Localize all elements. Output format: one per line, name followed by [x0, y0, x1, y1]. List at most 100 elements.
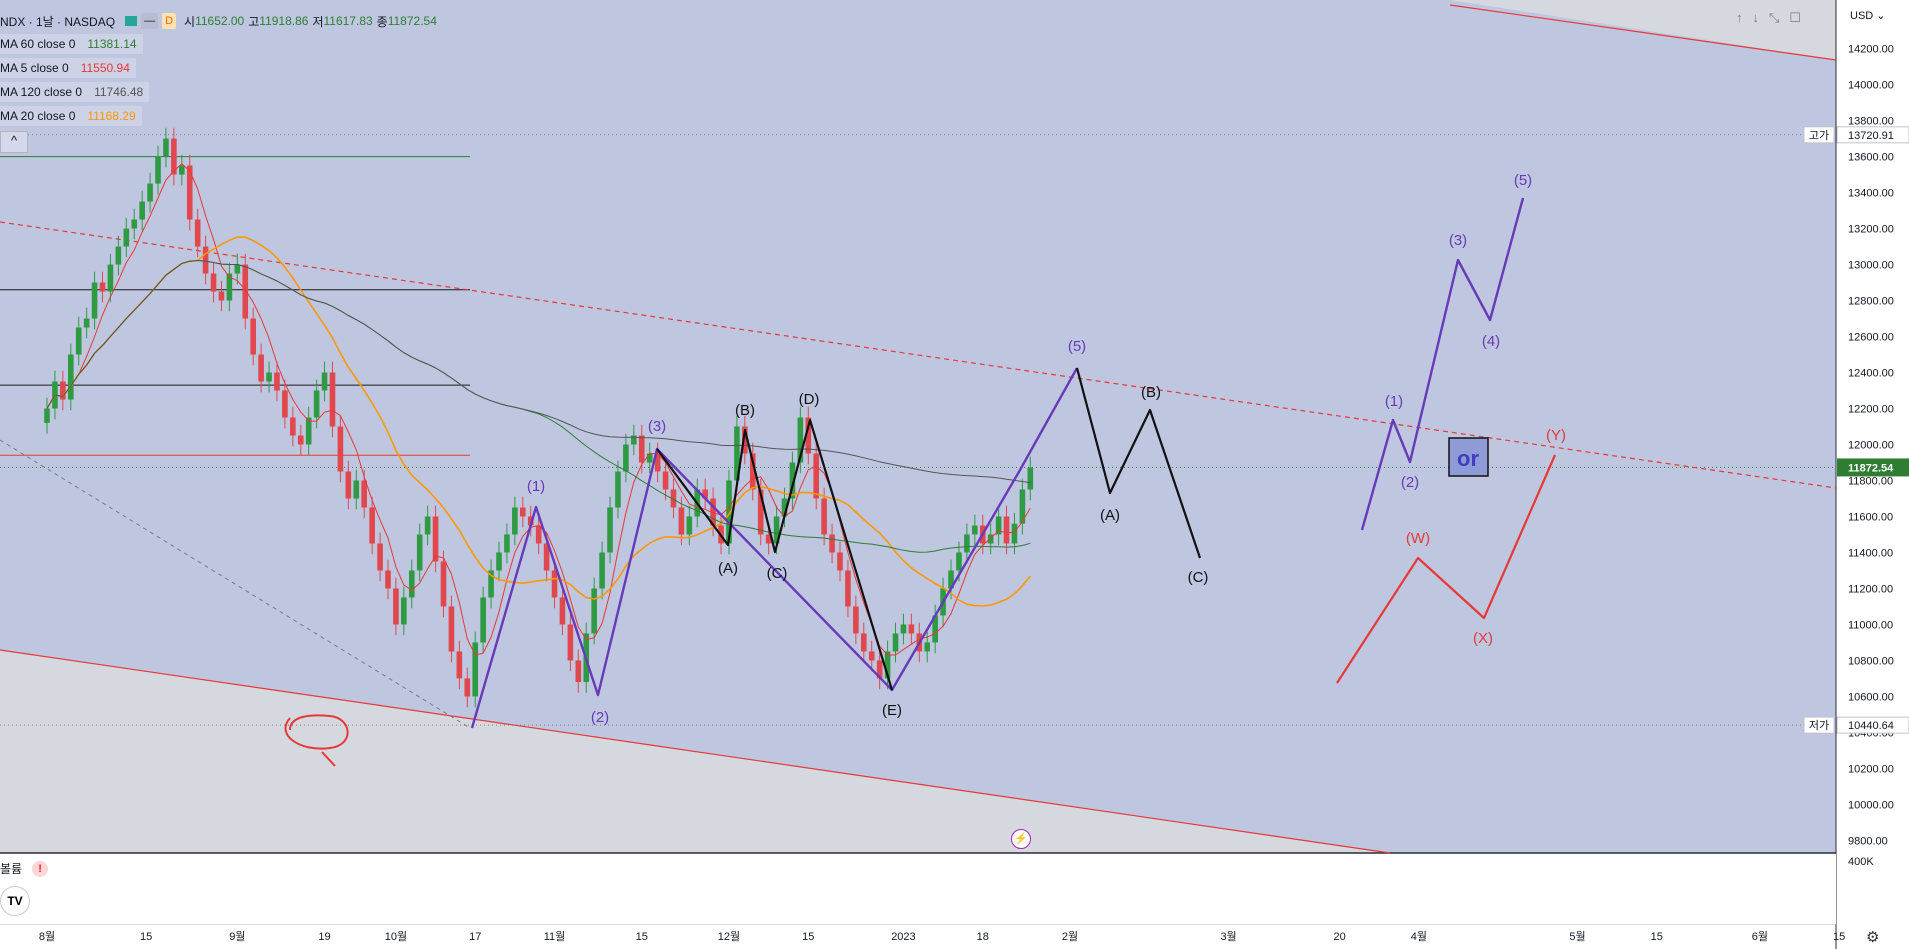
candle-body — [377, 543, 383, 571]
low-price-value: 10440.64 — [1848, 720, 1894, 732]
black-abc-projection — [1075, 367, 1202, 559]
candle-body — [789, 462, 796, 499]
high-price-tag: 고가 — [1809, 129, 1829, 142]
candle-body — [551, 570, 558, 598]
low-price-tag-bg — [1803, 716, 1835, 734]
collapse-icon[interactable]: ⤡ — [1769, 10, 1780, 25]
candle-body — [155, 156, 161, 184]
candle-body — [853, 606, 859, 634]
candle-body — [83, 318, 90, 328]
candle-body — [290, 417, 296, 436]
x-tick-label: 20 — [1333, 931, 1345, 943]
x-tick-label: 12월 — [718, 930, 740, 943]
candle-body — [258, 354, 264, 382]
candle-body — [44, 408, 50, 423]
y-tick-label: 12800.00 — [1848, 296, 1894, 308]
legend-ma5-name: MA 5 close 0 — [0, 61, 69, 75]
candle-body — [662, 471, 669, 490]
candle-body — [742, 426, 748, 454]
candle-body — [115, 246, 122, 265]
x-tick-label: 4월 — [1411, 930, 1427, 943]
ohlc-open-label: 시 — [184, 14, 196, 29]
candle-body — [1027, 467, 1034, 490]
candle-body — [813, 453, 820, 499]
candle-body — [297, 435, 304, 445]
candle-body — [908, 624, 915, 634]
or-box — [1448, 437, 1489, 477]
legend-ma120[interactable]: MA 120 close 0 11746.48 — [0, 82, 150, 102]
candle-body — [995, 516, 1002, 535]
y-tick-label: 10600.00 — [1848, 691, 1894, 703]
x-tick-label: 15 — [140, 931, 152, 943]
legend-ma5[interactable]: MA 5 close 0 11550.94 — [0, 58, 136, 78]
flash-icon[interactable]: ⚡ — [1011, 829, 1031, 849]
candle-body — [892, 633, 899, 652]
low-price-value-bg — [1836, 716, 1909, 734]
chart-header: NDX · 1날 · NASDAQ — D 시 11652.00 고 11918… — [0, 10, 437, 32]
candle-body — [567, 624, 574, 661]
currency-selector[interactable]: USD ⌄ — [1850, 10, 1886, 22]
candle-body — [464, 678, 471, 697]
candle-body — [210, 273, 217, 292]
candle-body — [361, 480, 367, 508]
legend-ma60-value: 11381.14 — [87, 37, 137, 51]
high-price-value: 13720.91 — [1848, 130, 1894, 142]
alt-wave-label-5: (5) — [1514, 172, 1532, 189]
gear-icon[interactable]: ⚙ — [1866, 929, 1880, 946]
y-tick-label: 14000.00 — [1848, 80, 1894, 92]
ohlc-low: 11617.83 — [323, 14, 373, 28]
candle-body — [575, 660, 582, 683]
y-tick-label: 13000.00 — [1848, 260, 1894, 272]
candle-body — [559, 597, 566, 625]
ohlc-high: 11918.86 — [259, 14, 309, 28]
candle-body — [186, 165, 193, 220]
move-up-icon[interactable]: ↑ — [1736, 10, 1743, 25]
candle-body — [829, 534, 835, 553]
candle-body — [884, 651, 891, 679]
currency-label: USD — [1850, 10, 1874, 22]
flag-icon[interactable] — [125, 16, 138, 26]
x-tick-label: 6월 — [1752, 930, 1768, 943]
warning-icon[interactable]: ! — [32, 860, 49, 877]
candle-body — [234, 264, 241, 274]
wave-label-c: (C) — [767, 565, 788, 582]
proj-label-a: (A) — [1100, 507, 1120, 524]
channel-zone — [0, 0, 1836, 853]
y-tick-label: 11800.00 — [1848, 475, 1893, 487]
candle-body — [535, 525, 542, 544]
upper-channel-line — [1449, 4, 1837, 61]
legend-ma60[interactable]: MA 60 close 0 11381.14 — [0, 34, 143, 54]
legend-ma20[interactable]: MA 20 close 0 11168.29 — [0, 106, 142, 126]
y-tick-label: 13200.00 — [1848, 224, 1894, 236]
candle-body — [702, 489, 708, 499]
alt-wave-label-3: (3) — [1449, 232, 1467, 249]
candle-body — [440, 561, 447, 607]
y-tick-label: 13800.00 — [1848, 116, 1894, 128]
collapse-legend-button[interactable]: ^ — [0, 131, 28, 153]
candle-body — [932, 615, 938, 643]
candle-body — [401, 597, 407, 625]
candle-body — [1019, 489, 1026, 524]
candle-body — [456, 651, 463, 679]
candle-body — [749, 453, 756, 490]
ohlc-low-label: 저 — [312, 14, 324, 29]
x-tick-label: 3월 — [1220, 930, 1236, 943]
tradingview-logo[interactable]: TV — [0, 886, 30, 916]
candle-body — [987, 534, 994, 544]
candle-body — [353, 480, 360, 499]
candle-body — [734, 426, 740, 481]
hand-drawn-circle — [284, 714, 349, 767]
black-abcde-wave — [656, 418, 894, 691]
candle-body — [948, 570, 954, 589]
candle-body — [504, 534, 510, 553]
candle-body — [242, 264, 249, 319]
move-down-icon[interactable]: ↓ — [1752, 10, 1760, 25]
minus-icon[interactable]: — — [141, 13, 159, 29]
symbol-title[interactable]: NDX · 1날 · NASDAQ — [0, 14, 116, 29]
candle-body — [543, 543, 550, 571]
maximize-icon[interactable]: ☐ — [1789, 10, 1802, 25]
candle-body — [179, 165, 185, 175]
legend-ma120-value: 11746.48 — [94, 85, 144, 99]
candle-body — [646, 453, 653, 463]
